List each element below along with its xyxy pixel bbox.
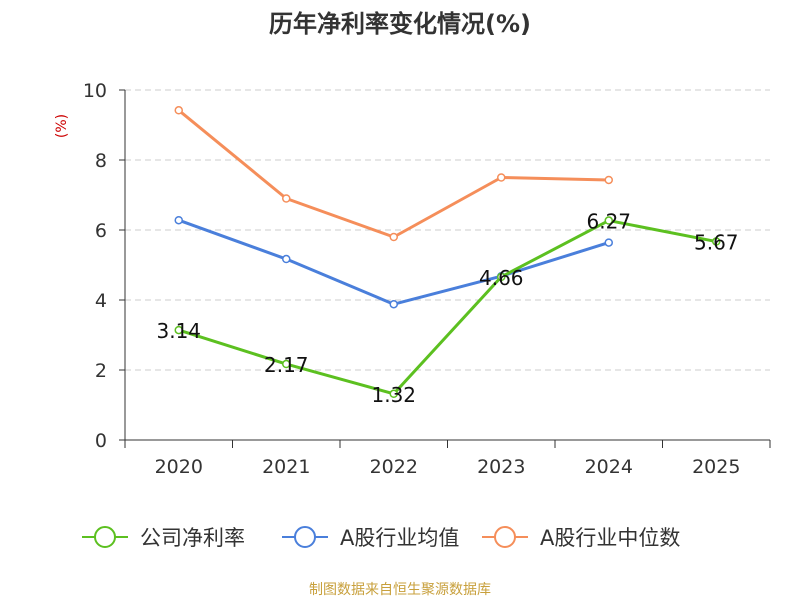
data-point xyxy=(174,325,183,335)
data-point xyxy=(389,232,398,242)
series-line xyxy=(177,109,609,239)
chart-title: 历年净利率变化情况(%) xyxy=(269,10,531,38)
data-point xyxy=(497,272,506,282)
data-point xyxy=(497,173,506,182)
legend-item: A股行业中位数 xyxy=(482,526,680,550)
legend-label: A股行业中位数 xyxy=(540,526,680,550)
data-point xyxy=(282,359,291,369)
data-label: 3.14 xyxy=(156,319,201,343)
y-tick-label: 0 xyxy=(95,430,107,452)
grid-layer xyxy=(125,89,770,371)
legend-marker-icon xyxy=(94,526,116,548)
x-tick-label: 2023 xyxy=(477,456,525,478)
legend-marker-icon xyxy=(294,526,316,548)
legend-label: A股行业均值 xyxy=(340,526,459,550)
data-point xyxy=(282,194,291,203)
y-tick-label: 6 xyxy=(95,220,107,242)
x-tick-label: 2025 xyxy=(692,456,740,478)
data-point xyxy=(389,299,398,309)
data-point xyxy=(174,215,183,225)
data-label: 2.17 xyxy=(264,353,309,377)
data-point xyxy=(712,237,721,246)
series-line xyxy=(178,219,717,396)
y-tick-label: 2 xyxy=(95,360,107,382)
data-point xyxy=(604,216,613,225)
y-tick-label: 4 xyxy=(95,290,107,312)
data-point xyxy=(174,106,183,115)
data-label-layer: 3.14 2.17 1.32 4.66 6.27 5.67 xyxy=(156,210,738,407)
legend-item: A股行业均值 xyxy=(282,526,459,550)
data-label: 1.32 xyxy=(371,383,416,407)
y-tick-label: 10 xyxy=(83,80,107,102)
source-note: 制图数据来自恒生聚源数据库 xyxy=(309,582,491,598)
series-layer xyxy=(174,106,721,399)
y-axis-label: (%) xyxy=(54,114,70,138)
data-point xyxy=(604,238,613,247)
data-point xyxy=(389,389,398,399)
axis-layer: 0 2 4 6 8 10 2020 2021 2022 2023 2024 2025 xyxy=(83,80,771,478)
data-label: 4.66 xyxy=(479,266,524,290)
x-tick-label: 2021 xyxy=(262,456,310,478)
x-tick-label: 2022 xyxy=(370,456,418,478)
legend-marker-icon xyxy=(494,526,516,548)
data-point xyxy=(282,254,291,264)
data-point xyxy=(604,175,613,185)
y-tick-label: 8 xyxy=(95,150,107,172)
data-label: 5.67 xyxy=(694,231,739,255)
x-tick-label: 2020 xyxy=(155,456,203,478)
data-label: 6.27 xyxy=(586,210,631,234)
x-tick-label: 2024 xyxy=(585,456,633,478)
legend-label: 公司净利率 xyxy=(140,526,245,550)
legend-item: 公司净利率 xyxy=(82,526,245,550)
legend: 公司净利率 A股行业均值 A股行业中位数 xyxy=(82,526,680,550)
